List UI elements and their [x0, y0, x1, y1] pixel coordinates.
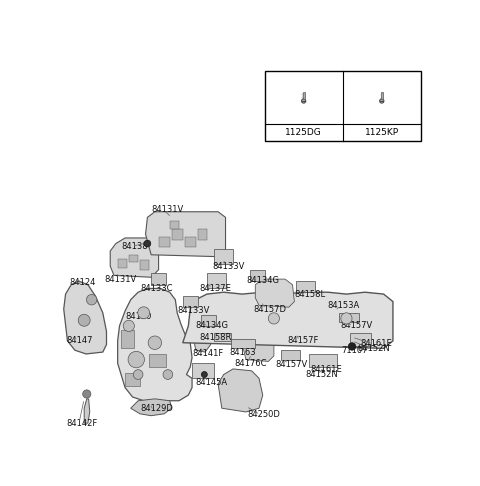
Circle shape — [133, 370, 143, 380]
Polygon shape — [84, 399, 90, 423]
Circle shape — [78, 314, 90, 326]
Circle shape — [148, 336, 162, 349]
Circle shape — [83, 390, 91, 398]
Text: 84133V: 84133V — [213, 261, 245, 271]
FancyBboxPatch shape — [281, 350, 300, 360]
Polygon shape — [255, 279, 294, 307]
Circle shape — [128, 351, 144, 368]
Circle shape — [138, 307, 150, 319]
FancyBboxPatch shape — [118, 259, 127, 268]
Text: 84152N: 84152N — [305, 370, 338, 379]
FancyBboxPatch shape — [250, 270, 264, 281]
FancyBboxPatch shape — [121, 330, 134, 348]
Polygon shape — [145, 212, 226, 257]
Circle shape — [86, 295, 97, 305]
FancyBboxPatch shape — [149, 354, 166, 367]
Circle shape — [348, 343, 356, 350]
Text: 84129D: 84129D — [140, 404, 173, 413]
Text: 84158R: 84158R — [200, 332, 232, 342]
Text: 84120: 84120 — [125, 312, 152, 321]
FancyBboxPatch shape — [185, 237, 196, 247]
Text: 84134G: 84134G — [246, 277, 279, 285]
FancyBboxPatch shape — [198, 229, 207, 240]
Text: 84137E: 84137E — [200, 284, 231, 293]
FancyBboxPatch shape — [309, 354, 337, 367]
Circle shape — [202, 371, 207, 378]
Text: 71107: 71107 — [341, 347, 367, 355]
Text: 84141F: 84141F — [192, 349, 223, 359]
Text: 84131V: 84131V — [105, 275, 137, 284]
Text: 84124: 84124 — [69, 278, 96, 287]
Text: 84152N: 84152N — [358, 344, 390, 353]
Text: 84163: 84163 — [229, 347, 256, 357]
Text: 84250D: 84250D — [248, 410, 281, 419]
Polygon shape — [131, 399, 172, 416]
Circle shape — [163, 370, 173, 380]
FancyBboxPatch shape — [215, 249, 233, 264]
Polygon shape — [218, 369, 263, 412]
FancyBboxPatch shape — [170, 221, 179, 228]
Text: 84133C: 84133C — [140, 284, 172, 293]
Polygon shape — [194, 316, 211, 352]
Text: 84157F: 84157F — [287, 336, 318, 346]
FancyBboxPatch shape — [202, 314, 216, 326]
Circle shape — [341, 313, 352, 324]
Text: 84147: 84147 — [67, 336, 93, 346]
FancyBboxPatch shape — [296, 281, 315, 292]
Polygon shape — [279, 322, 334, 341]
FancyBboxPatch shape — [192, 364, 215, 378]
Polygon shape — [64, 281, 107, 354]
Text: 84153A: 84153A — [328, 301, 360, 310]
Text: 84157V: 84157V — [276, 360, 308, 368]
Text: 84134G: 84134G — [196, 321, 229, 330]
Text: 84145A: 84145A — [196, 378, 228, 386]
Text: 84158L: 84158L — [294, 290, 325, 298]
FancyBboxPatch shape — [264, 71, 421, 140]
Polygon shape — [118, 289, 192, 401]
Text: 84133V: 84133V — [177, 306, 210, 315]
Text: 84176C: 84176C — [235, 359, 267, 368]
Text: 84131V: 84131V — [151, 206, 183, 214]
FancyBboxPatch shape — [172, 229, 183, 240]
Circle shape — [380, 99, 384, 103]
Polygon shape — [110, 238, 158, 277]
Text: 84142F: 84142F — [67, 418, 98, 428]
Text: 84161E: 84161E — [360, 339, 392, 348]
FancyBboxPatch shape — [339, 313, 360, 322]
FancyBboxPatch shape — [158, 237, 170, 247]
FancyBboxPatch shape — [183, 296, 198, 307]
Polygon shape — [242, 339, 274, 362]
Text: 1125KP: 1125KP — [365, 128, 399, 137]
Circle shape — [123, 320, 134, 331]
FancyBboxPatch shape — [381, 92, 383, 99]
Circle shape — [268, 313, 279, 324]
Text: 1125DG: 1125DG — [285, 128, 322, 137]
FancyBboxPatch shape — [140, 260, 149, 270]
Text: 84157V: 84157V — [341, 321, 373, 330]
Polygon shape — [183, 292, 393, 348]
Polygon shape — [330, 303, 361, 324]
FancyBboxPatch shape — [231, 339, 255, 348]
FancyBboxPatch shape — [129, 255, 138, 262]
FancyBboxPatch shape — [303, 92, 305, 99]
FancyBboxPatch shape — [125, 373, 140, 386]
Text: 84138: 84138 — [121, 242, 148, 251]
FancyBboxPatch shape — [350, 333, 371, 347]
Text: 84157D: 84157D — [253, 305, 287, 313]
FancyBboxPatch shape — [207, 274, 226, 289]
Text: 84161E: 84161E — [310, 365, 342, 374]
FancyBboxPatch shape — [215, 333, 231, 341]
Circle shape — [301, 99, 306, 103]
Circle shape — [144, 240, 151, 247]
FancyBboxPatch shape — [151, 274, 166, 285]
